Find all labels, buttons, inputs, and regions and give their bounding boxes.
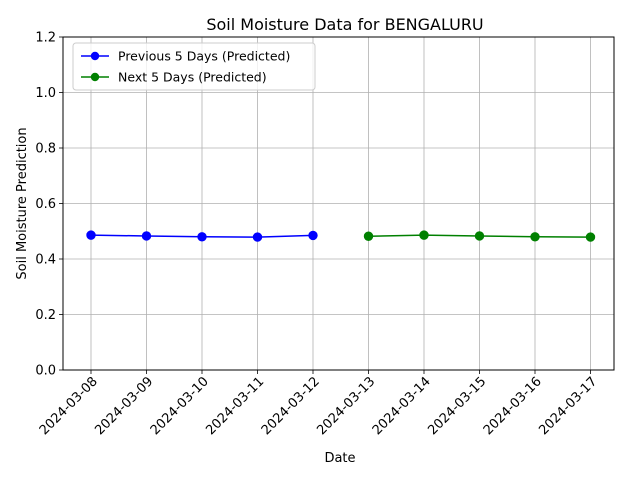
data-point (86, 230, 96, 240)
chart-title: Soil Moisture Data for BENGALURU (206, 15, 483, 34)
y-axis-label: Soil Moisture Prediction (15, 127, 30, 279)
y-tick-label: 0.6 (35, 197, 56, 212)
x-tick-label: 2024-03-14 (370, 374, 434, 438)
data-point (141, 231, 152, 241)
x-tick-label: 2024-03-16 (481, 374, 545, 438)
series-2 (363, 230, 596, 242)
data-point (308, 230, 318, 241)
legend-label: Next 5 Days (Predicted) (118, 70, 267, 85)
x-axis-label: Date (324, 451, 355, 466)
data-point (530, 232, 540, 242)
legend: Previous 5 Days (Predicted) Next 5 Days (… (72, 42, 316, 91)
y-tick-label: 1.0 (35, 86, 56, 101)
y-tick-label: 1.2 (35, 31, 56, 46)
legend-label: Previous 5 Days (Predicted) (118, 49, 290, 64)
data-point (474, 231, 485, 241)
data-point (197, 232, 207, 242)
legend-marker (90, 51, 100, 61)
data-point (419, 230, 429, 240)
y-tick-label: 0.8 (35, 142, 56, 157)
x-tick-label: 2024-03-10 (148, 374, 212, 438)
x-tick-label: 2024-03-17 (536, 374, 600, 438)
series-1 (86, 230, 318, 242)
x-tick-label: 2024-03-13 (314, 374, 378, 438)
x-tick-label: 2024-03-08 (37, 374, 101, 438)
x-tick-label: 2024-03-15 (425, 374, 489, 438)
data-point (363, 231, 374, 241)
legend-marker (90, 72, 100, 82)
y-tick-label: 0.0 (35, 364, 56, 379)
y-tick-label: 0.4 (35, 253, 56, 268)
x-tick-label: 2024-03-12 (259, 374, 323, 438)
series-layer (86, 230, 596, 242)
legend-box (72, 42, 316, 91)
data-point (585, 232, 596, 242)
y-tick-label: 0.2 (35, 308, 56, 323)
plot-frame (62, 36, 615, 371)
data-point (252, 232, 263, 242)
axes: 2024-03-082024-03-092024-03-102024-03-11… (35, 31, 600, 439)
x-tick-label: 2024-03-11 (203, 374, 267, 438)
x-tick-label: 2024-03-09 (92, 374, 156, 438)
